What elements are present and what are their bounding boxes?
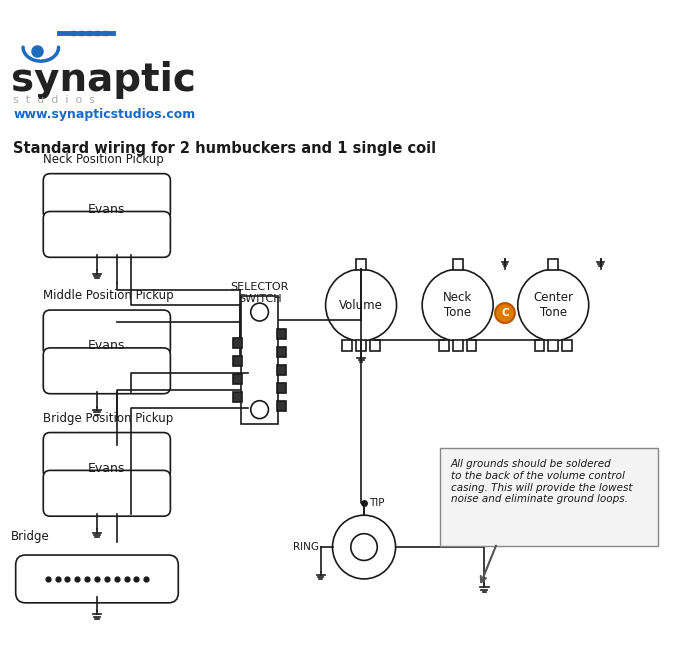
Circle shape: [332, 515, 396, 579]
Text: Bridge Position Pickup: Bridge Position Pickup: [44, 411, 174, 424]
FancyBboxPatch shape: [562, 340, 572, 351]
FancyBboxPatch shape: [233, 374, 242, 384]
Text: Evans: Evans: [88, 203, 125, 216]
Circle shape: [251, 401, 268, 419]
Text: Evans: Evans: [88, 339, 125, 352]
Circle shape: [251, 303, 268, 321]
Circle shape: [351, 534, 377, 561]
FancyBboxPatch shape: [370, 340, 380, 351]
FancyBboxPatch shape: [440, 449, 658, 546]
FancyBboxPatch shape: [466, 340, 477, 351]
Circle shape: [326, 269, 396, 341]
FancyBboxPatch shape: [548, 340, 558, 351]
FancyBboxPatch shape: [44, 348, 170, 394]
Text: Volume: Volume: [339, 299, 383, 312]
FancyBboxPatch shape: [277, 383, 286, 393]
FancyBboxPatch shape: [277, 347, 286, 357]
Text: Middle Position Pickup: Middle Position Pickup: [44, 289, 174, 302]
Text: Center
Tone: Center Tone: [533, 291, 573, 319]
Text: Neck Position Pickup: Neck Position Pickup: [44, 153, 164, 166]
Circle shape: [422, 269, 493, 341]
FancyBboxPatch shape: [277, 365, 286, 375]
Text: TIP: TIP: [369, 498, 385, 508]
FancyBboxPatch shape: [16, 555, 178, 603]
FancyBboxPatch shape: [44, 310, 170, 356]
FancyBboxPatch shape: [277, 329, 286, 339]
Text: Evans: Evans: [88, 462, 125, 475]
FancyBboxPatch shape: [535, 340, 544, 351]
FancyBboxPatch shape: [44, 174, 170, 219]
FancyBboxPatch shape: [356, 340, 366, 351]
FancyBboxPatch shape: [233, 392, 242, 402]
FancyBboxPatch shape: [44, 212, 170, 257]
Text: s  t  u  d  i  o  s: s t u d i o s: [13, 95, 95, 105]
Text: Neck
Tone: Neck Tone: [443, 291, 473, 319]
FancyBboxPatch shape: [548, 259, 558, 271]
Text: SELECTOR
SWITCH: SELECTOR SWITCH: [230, 282, 289, 304]
FancyBboxPatch shape: [44, 432, 170, 478]
Text: synaptic: synaptic: [12, 61, 196, 99]
Text: www.synapticstudios.com: www.synapticstudios.com: [13, 108, 195, 121]
Circle shape: [495, 303, 515, 323]
FancyBboxPatch shape: [44, 470, 170, 516]
FancyBboxPatch shape: [241, 296, 279, 424]
Circle shape: [518, 269, 588, 341]
FancyBboxPatch shape: [439, 340, 449, 351]
Text: Standard wiring for 2 humbuckers and 1 single coil: Standard wiring for 2 humbuckers and 1 s…: [13, 141, 437, 156]
FancyBboxPatch shape: [453, 259, 462, 271]
Text: Bridge: Bridge: [11, 530, 50, 543]
FancyBboxPatch shape: [277, 401, 286, 411]
Text: RING: RING: [293, 542, 319, 552]
FancyBboxPatch shape: [453, 340, 462, 351]
FancyBboxPatch shape: [356, 259, 366, 271]
FancyBboxPatch shape: [233, 338, 242, 348]
FancyBboxPatch shape: [343, 340, 352, 351]
Text: All grounds should be soldered
to the back of the volume control
casing. This wi: All grounds should be soldered to the ba…: [451, 459, 632, 504]
FancyBboxPatch shape: [233, 356, 242, 366]
Text: C: C: [501, 308, 509, 318]
